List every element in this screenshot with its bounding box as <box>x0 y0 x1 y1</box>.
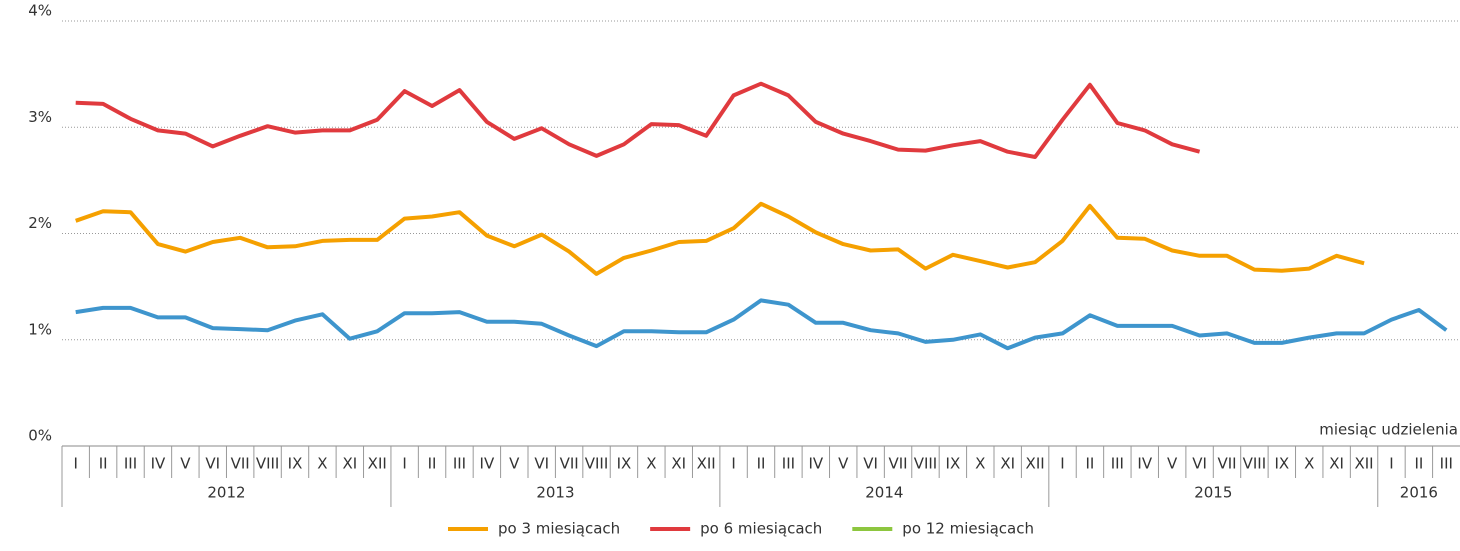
x-tick-label: I <box>73 455 77 473</box>
x-tick-label: I <box>1060 455 1064 473</box>
x-tick-label: XII <box>368 455 387 473</box>
series-line <box>75 201 1365 276</box>
x-tick-label: VII <box>1217 455 1236 473</box>
x-tick-label: I <box>731 455 735 473</box>
x-tick-label: VII <box>560 455 579 473</box>
x-tick-label: III <box>453 455 466 473</box>
x-tick-label: III <box>782 455 795 473</box>
x-axis-label: miesiąc udzielenia <box>1319 421 1458 439</box>
series-line <box>75 298 1448 351</box>
x-tick-label: VIII <box>585 455 609 473</box>
x-tick-label: VIII <box>914 455 938 473</box>
x-tick-label: VII <box>889 455 908 473</box>
x-tick-label: XII <box>1026 455 1045 473</box>
x-tick-label: I <box>402 455 406 473</box>
x-tick-label: VI <box>534 455 549 473</box>
legend-label: po 3 miesiącach <box>498 520 620 538</box>
x-tick-label: IV <box>480 455 495 473</box>
x-tick-label: V <box>509 455 520 473</box>
x-group-label: 2013 <box>536 484 574 502</box>
legend-label: po 12 miesiącach <box>902 520 1034 538</box>
x-tick-label: XI <box>1329 455 1344 473</box>
x-group-label: 2016 <box>1400 484 1438 502</box>
x-tick-label: IX <box>1274 455 1289 473</box>
x-group-label: 2012 <box>207 484 245 502</box>
x-tick-label: VI <box>1192 455 1207 473</box>
x-tick-label: XI <box>1000 455 1015 473</box>
x-tick-label: VI <box>205 455 220 473</box>
x-group-label: 2014 <box>865 484 903 502</box>
y-tick-label: 1% <box>28 320 52 338</box>
y-tick-label: 0% <box>28 427 52 445</box>
x-tick-label: I <box>1389 455 1393 473</box>
x-tick-label: X <box>975 455 985 473</box>
x-tick-label: X <box>317 455 327 473</box>
x-tick-label: VII <box>231 455 250 473</box>
x-tick-label: IV <box>808 455 823 473</box>
legend-label: po 6 miesiącach <box>700 520 822 538</box>
x-tick-label: II <box>1414 455 1423 473</box>
x-tick-label: III <box>124 455 137 473</box>
x-tick-label: V <box>838 455 849 473</box>
x-tick-label: VIII <box>256 455 280 473</box>
x-tick-label: X <box>646 455 656 473</box>
x-tick-label: V <box>180 455 191 473</box>
x-tick-label: V <box>1167 455 1178 473</box>
x-tick-label: II <box>1086 455 1095 473</box>
y-tick-label: 3% <box>28 108 52 126</box>
x-tick-label: XI <box>671 455 686 473</box>
x-tick-label: II <box>757 455 766 473</box>
x-tick-label: IX <box>288 455 303 473</box>
x-group-label: 2015 <box>1194 484 1232 502</box>
x-tick-label: XII <box>1354 455 1373 473</box>
x-tick-label: III <box>1440 455 1453 473</box>
x-tick-label: IV <box>151 455 166 473</box>
x-tick-label: II <box>428 455 437 473</box>
x-tick-label: VI <box>863 455 878 473</box>
y-tick-label: 4% <box>28 2 52 20</box>
series-line <box>75 81 1201 159</box>
x-tick-label: XI <box>342 455 357 473</box>
x-tick-label: III <box>1111 455 1124 473</box>
y-tick-label: 2% <box>28 214 52 232</box>
x-tick-label: XII <box>697 455 716 473</box>
x-tick-label: VIII <box>1243 455 1267 473</box>
x-tick-label: IX <box>946 455 961 473</box>
x-tick-label: X <box>1304 455 1314 473</box>
x-tick-label: II <box>99 455 108 473</box>
x-tick-label: IX <box>617 455 632 473</box>
x-tick-label: IV <box>1137 455 1152 473</box>
